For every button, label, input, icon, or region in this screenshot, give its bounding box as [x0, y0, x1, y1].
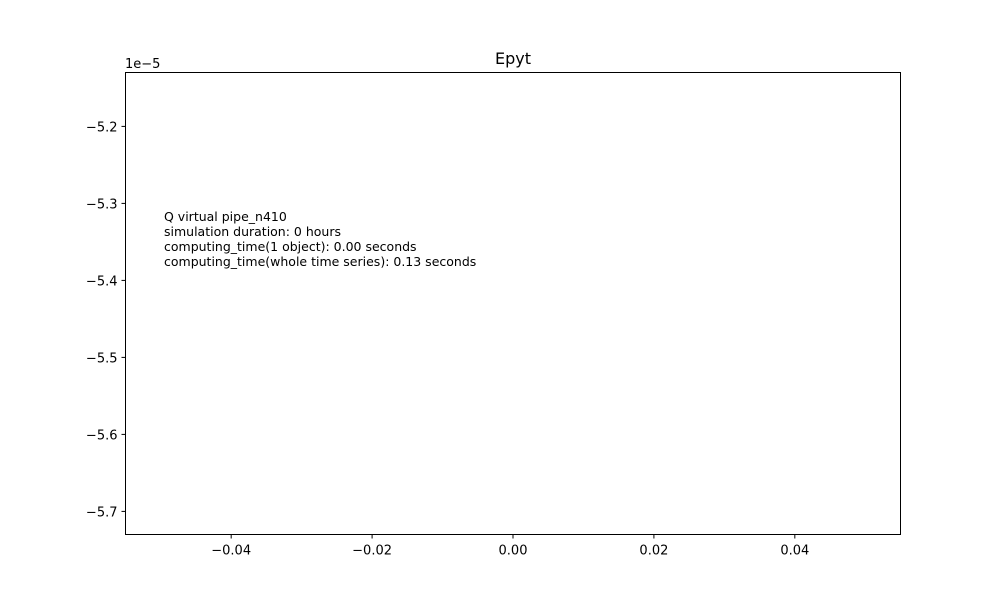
annotation-line-4: computing_time(whole time series): 0.13 … [164, 254, 476, 269]
y-tick-label: −5.3 [86, 197, 118, 212]
y-tick-label: −5.5 [86, 351, 118, 366]
annotation-line-3: computing_time(1 object): 0.00 seconds [164, 239, 417, 254]
annotation-line-2: simulation duration: 0 hours [164, 224, 341, 239]
chart-title: Epyt [495, 49, 531, 68]
annotation-line-1: Q virtual pipe_n410 [164, 209, 287, 224]
y-tick-label: −5.4 [86, 274, 118, 289]
x-tick-label: 0.00 [499, 544, 528, 559]
x-tick-label: −0.04 [211, 544, 251, 559]
plot-area [125, 72, 901, 535]
y-offset-label: 1e−5 [125, 57, 160, 72]
x-tick-label: −0.02 [352, 544, 392, 559]
y-tick-label: −5.6 [86, 428, 118, 443]
annotation-box: Q virtual pipe_n410 simulation duration:… [164, 209, 476, 269]
ticks-layer: −0.04 −0.02 0.00 0.02 0.04 −5.2 −5.3 −5.4 −5.5 −5… [86, 120, 809, 558]
y-tick-label: −5.2 [86, 120, 118, 135]
x-tick-label: 0.02 [639, 544, 668, 559]
x-tick-label: 0.04 [780, 544, 809, 559]
y-tick-label: −5.7 [86, 505, 118, 520]
